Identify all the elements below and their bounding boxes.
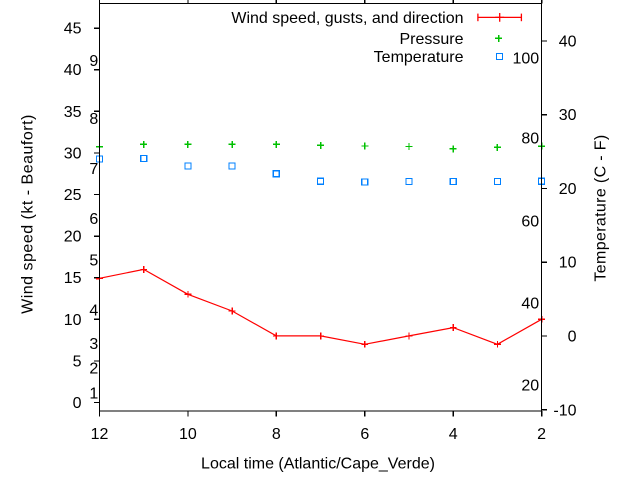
svg-text:10: 10 bbox=[64, 312, 82, 329]
svg-text:10: 10 bbox=[179, 426, 197, 443]
svg-text:Temperature: Temperature bbox=[374, 49, 464, 66]
svg-text:4: 4 bbox=[449, 426, 458, 443]
svg-text:2: 2 bbox=[537, 426, 546, 443]
svg-text:9: 9 bbox=[89, 53, 98, 70]
svg-text:12: 12 bbox=[91, 426, 109, 443]
svg-text:20: 20 bbox=[64, 229, 82, 246]
svg-text:30: 30 bbox=[559, 107, 577, 124]
svg-text:8: 8 bbox=[272, 426, 281, 443]
svg-text:0: 0 bbox=[568, 329, 577, 346]
svg-text:15: 15 bbox=[64, 270, 82, 287]
svg-text:30: 30 bbox=[64, 145, 82, 162]
svg-text:20: 20 bbox=[521, 378, 539, 395]
svg-text:5: 5 bbox=[89, 253, 98, 270]
svg-text:40: 40 bbox=[521, 296, 539, 313]
svg-text:6: 6 bbox=[89, 211, 98, 228]
svg-text:45: 45 bbox=[64, 21, 82, 38]
svg-text:4: 4 bbox=[89, 303, 98, 320]
svg-text:Wind speed (kt - Beaufort): Wind speed (kt - Beaufort) bbox=[20, 114, 37, 314]
svg-text:1: 1 bbox=[89, 386, 98, 403]
svg-text:40: 40 bbox=[64, 62, 82, 79]
svg-text:-10: -10 bbox=[553, 402, 576, 419]
svg-text:80: 80 bbox=[521, 131, 539, 148]
svg-text:Local time (Atlantic/Cape_Verd: Local time (Atlantic/Cape_Verde) bbox=[201, 456, 435, 473]
svg-text:8: 8 bbox=[89, 111, 98, 128]
svg-text:3: 3 bbox=[89, 336, 98, 353]
svg-text:Pressure: Pressure bbox=[399, 31, 463, 48]
svg-text:40: 40 bbox=[559, 34, 577, 51]
svg-text:6: 6 bbox=[360, 426, 369, 443]
svg-text:100: 100 bbox=[512, 50, 539, 67]
svg-text:60: 60 bbox=[521, 213, 539, 230]
svg-text:7: 7 bbox=[89, 161, 98, 178]
svg-text:5: 5 bbox=[73, 353, 82, 370]
svg-text:25: 25 bbox=[64, 187, 82, 204]
svg-text:35: 35 bbox=[64, 104, 82, 121]
svg-text:2: 2 bbox=[89, 361, 98, 378]
svg-text:Wind speed, gusts, and directi: Wind speed, gusts, and direction bbox=[231, 10, 463, 27]
svg-text:0: 0 bbox=[73, 395, 82, 412]
svg-text:10: 10 bbox=[559, 255, 577, 272]
svg-text:20: 20 bbox=[559, 181, 577, 198]
svg-text:Temperature (C - F): Temperature (C - F) bbox=[593, 134, 610, 281]
